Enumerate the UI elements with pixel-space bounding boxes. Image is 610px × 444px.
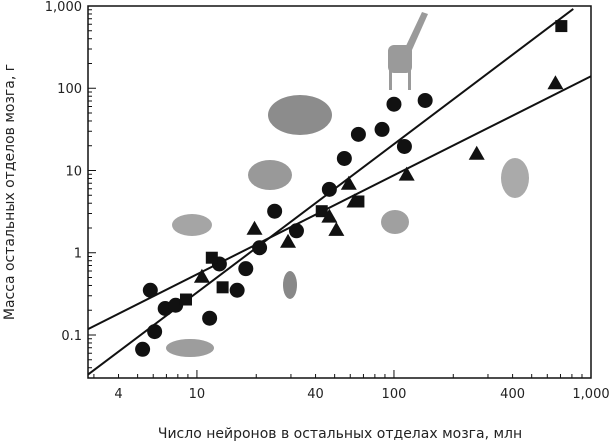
plot-frame <box>87 5 592 379</box>
marmoset-illustration <box>283 271 297 299</box>
circle-point <box>321 181 337 197</box>
triangle-point <box>193 268 210 283</box>
circle-point <box>374 121 390 137</box>
square-point <box>205 251 218 264</box>
animal-illustrations <box>166 12 529 357</box>
square-point <box>315 205 328 218</box>
triangle-point <box>398 166 415 181</box>
circle-point <box>238 261 254 277</box>
agouti-illustration <box>248 160 292 190</box>
x-tick-label: 100 <box>382 387 407 402</box>
triangle-point <box>468 145 485 160</box>
square-point <box>216 281 229 294</box>
capybara-illustration <box>268 95 332 135</box>
triangle-point <box>280 233 297 248</box>
capuchin-illustration <box>381 210 409 234</box>
y-axis-title: Масса остальных отделов мозга, г <box>2 64 18 320</box>
circle-point <box>147 324 163 340</box>
circle-point <box>168 297 184 313</box>
circle-point <box>350 126 366 142</box>
circle-point <box>252 240 268 256</box>
circle-point <box>229 282 245 298</box>
circle-point <box>202 310 218 326</box>
y-tick-label: 100 <box>57 82 82 97</box>
triangle-point <box>321 208 338 223</box>
shrew-illustration <box>166 339 214 357</box>
x-tick-label: 40 <box>307 387 324 402</box>
circle-point <box>336 150 352 166</box>
circle-point <box>417 92 433 108</box>
circle-point <box>396 138 412 154</box>
x-tick-label: 1,000 <box>572 387 609 402</box>
circle-point <box>386 96 402 112</box>
square-point <box>352 195 365 208</box>
shallow-fit-line <box>87 75 592 330</box>
x-tick-label: 400 <box>500 387 525 402</box>
triangle-point <box>547 75 564 90</box>
giraffe-illustration <box>388 12 428 90</box>
y-tick-label: 1 <box>74 247 82 262</box>
x-tick-label: 4 <box>114 387 122 402</box>
y-tick-label: 1,000 <box>45 0 82 15</box>
y-tick-label: 10 <box>65 164 82 179</box>
triangle-point <box>340 175 357 190</box>
triangle-point <box>328 221 345 236</box>
y-tick-label: 0.1 <box>61 329 82 344</box>
square-point <box>179 293 192 306</box>
x-axis-title: Число нейронов в остальных отделах мозга… <box>158 426 522 442</box>
triangle-point <box>246 220 263 235</box>
circle-point <box>288 223 304 239</box>
circle-point <box>135 341 151 357</box>
rat-illustration <box>172 214 212 236</box>
circle-point <box>142 282 158 298</box>
circle-point <box>267 203 283 219</box>
x-tick-label: 10 <box>189 387 206 402</box>
square-point <box>555 20 568 33</box>
macaque-illustration <box>501 158 529 198</box>
